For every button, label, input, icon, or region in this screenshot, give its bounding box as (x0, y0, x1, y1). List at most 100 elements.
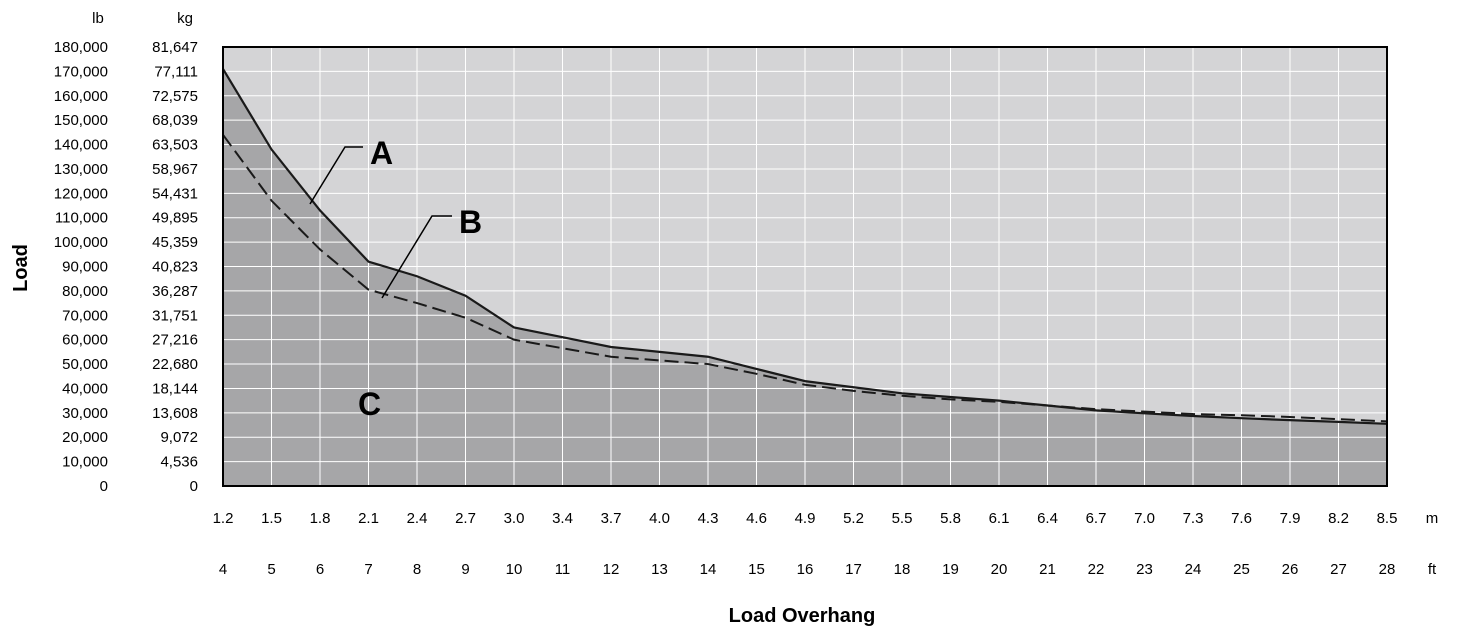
y-tick-label-kg: 77,111 (154, 63, 198, 80)
y-tick-labels: 180,000 81,647 170,000 77,111 160,000 72,575 1… (54, 39, 198, 495)
x-tick-label-ft: 25 (1233, 561, 1250, 578)
y-tick-label-lb: 110,000 (55, 210, 108, 227)
x-tick-label-ft: 18 (894, 561, 911, 578)
x-unit-ft: ft (1428, 561, 1437, 578)
y-axis-title: Load (10, 244, 32, 292)
x-tick-label-m: 7.0 (1134, 510, 1155, 527)
x-tick-label-ft: 21 (1039, 561, 1056, 578)
y-tick-label-lb: 20,000 (62, 429, 108, 446)
x-tick-label-m: 5.2 (843, 510, 864, 527)
y-unit-kg: kg (177, 10, 193, 27)
y-tick-label-kg: 4,536 (160, 454, 198, 471)
y-tick-label-kg: 45,359 (152, 234, 198, 251)
x-tick-label-ft: 20 (991, 561, 1008, 578)
x-tick-label-m: 3.4 (552, 510, 573, 527)
y-tick-label-lb: 120,000 (54, 185, 108, 202)
x-tick-label-m: 6.4 (1037, 510, 1058, 527)
x-tick-label-m: 2.4 (407, 510, 428, 527)
y-tick-label-lb: 130,000 (54, 161, 108, 178)
x-tick-label-ft: 27 (1330, 561, 1347, 578)
y-tick-label-lb: 60,000 (62, 332, 108, 349)
y-tick-label-lb: 180,000 (54, 39, 108, 56)
series-a-line (222, 68, 1388, 425)
y-tick-label-kg: 9,072 (160, 429, 198, 446)
x-tick-label-ft: 13 (651, 561, 668, 578)
x-tick-label-ft: 10 (506, 561, 523, 578)
x-tick-label-m: 3.0 (504, 510, 525, 527)
x-tick-label-m: 2.1 (358, 510, 379, 527)
x-tick-label-ft: 16 (797, 561, 814, 578)
x-tick-label-m: 6.7 (1086, 510, 1107, 527)
x-tick-label-ft: 17 (845, 561, 862, 578)
x-tick-label-m: 7.6 (1231, 510, 1252, 527)
callout-b-leader (381, 215, 452, 299)
y-tick-label-lb: 90,000 (62, 259, 108, 276)
x-tick-label-m: 3.7 (601, 510, 622, 527)
callout-a-leader (309, 146, 363, 205)
x-axis-title: Load Overhang (729, 605, 876, 627)
x-tick-label-m: 4.0 (649, 510, 670, 527)
y-tick-label-kg: 27,216 (152, 332, 198, 349)
y-tick-label-lb: 140,000 (54, 137, 108, 154)
x-tick-label-m: 1.8 (310, 510, 331, 527)
x-tick-label-ft: 26 (1282, 561, 1299, 578)
y-tick-label-kg: 72,575 (152, 88, 198, 105)
series-b-line (222, 134, 1388, 423)
plot-frame (222, 46, 1388, 487)
x-tick-label-ft: 14 (700, 561, 717, 578)
x-tick-label-m: 1.2 (213, 510, 234, 527)
y-tick-label-lb: 100,000 (54, 234, 108, 251)
x-tick-label-ft: 24 (1185, 561, 1202, 578)
x-tick-label-m: 5.5 (892, 510, 913, 527)
x-tick-label-m: 4.3 (698, 510, 719, 527)
x-tick-label-ft: 28 (1379, 561, 1396, 578)
y-unit-lb: lb (92, 10, 104, 27)
y-tick-label-lb: 0 (100, 478, 108, 495)
x-unit-m: m (1426, 510, 1439, 527)
x-tick-label-m: 1.5 (261, 510, 282, 527)
y-tick-label-kg: 58,967 (152, 161, 198, 178)
x-tick-label-ft: 19 (942, 561, 959, 578)
y-tick-label-kg: 36,287 (152, 283, 198, 300)
x-tick-label-ft: 6 (316, 561, 324, 578)
x-tick-label-m: 4.9 (795, 510, 816, 527)
x-tick-label-ft: 5 (267, 561, 275, 578)
y-tick-label-kg: 31,751 (152, 307, 198, 324)
y-tick-label-lb: 30,000 (62, 405, 108, 422)
x-tick-label-ft: 8 (413, 561, 421, 578)
x-tick-label-m: 6.1 (989, 510, 1010, 527)
region-c-label: C (358, 386, 381, 422)
x-tick-label-m: 8.2 (1328, 510, 1349, 527)
x-tick-label-ft: 7 (364, 561, 372, 578)
y-tick-label-lb: 80,000 (62, 283, 108, 300)
x-tick-label-ft: 22 (1088, 561, 1105, 578)
x-tick-label-ft: 15 (748, 561, 765, 578)
y-tick-label-kg: 68,039 (152, 112, 198, 129)
y-tick-label-kg: 13,608 (152, 405, 198, 422)
series-a-label: A (370, 135, 393, 171)
y-tick-label-lb: 150,000 (54, 112, 108, 129)
y-tick-label-lb: 10,000 (62, 454, 108, 471)
y-tick-label-kg: 63,503 (152, 137, 198, 154)
y-tick-label-kg: 54,431 (152, 185, 198, 202)
x-tick-label-m: 2.7 (455, 510, 476, 527)
x-tick-labels: 1.2 4 1.5 5 1.8 6 2.1 7 2.4 8 2.7 9 3.0 10 3.4 11 3.7 12 4… (213, 510, 1398, 578)
y-tick-label-lb: 170,000 (54, 63, 108, 80)
y-tick-label-kg: 18,144 (152, 380, 198, 397)
y-tick-label-kg: 81,647 (152, 39, 198, 56)
y-tick-label-lb: 40,000 (62, 380, 108, 397)
x-tick-label-m: 4.6 (746, 510, 767, 527)
x-tick-label-ft: 23 (1136, 561, 1153, 578)
y-tick-label-lb: 70,000 (62, 307, 108, 324)
x-tick-label-ft: 9 (461, 561, 469, 578)
y-tick-label-kg: 40,823 (152, 259, 198, 276)
x-tick-label-m: 8.5 (1377, 510, 1398, 527)
y-tick-label-kg: 49,895 (152, 210, 198, 227)
y-tick-label-kg: 22,680 (152, 356, 198, 373)
x-tick-label-m: 7.3 (1183, 510, 1204, 527)
x-tick-label-ft: 11 (555, 561, 571, 578)
y-tick-label-kg: 0 (190, 478, 198, 495)
series-b-label: B (459, 204, 482, 240)
y-tick-label-lb: 50,000 (62, 356, 108, 373)
